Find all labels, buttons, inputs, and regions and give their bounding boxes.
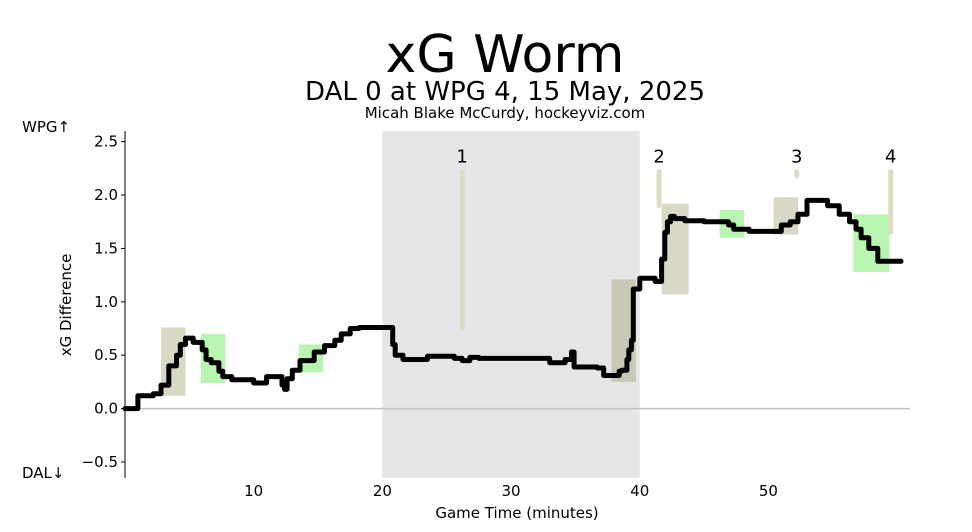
penalty-box-dal-7 xyxy=(773,197,799,235)
y-tick-label-6: 2.0 xyxy=(94,186,118,204)
y-axis-label: xG Difference xyxy=(57,254,75,357)
x-tick-label-1: 10 xyxy=(244,482,263,500)
y-tick-label-4: 1.0 xyxy=(94,293,118,311)
goal-label-2: 2 xyxy=(653,147,664,168)
y-tick-label-1: −0.5 xyxy=(82,453,118,471)
x-tick-label-5: 50 xyxy=(759,482,778,500)
x-tick-label-3: 30 xyxy=(502,482,521,500)
y-tick-label-2: 0.0 xyxy=(94,400,118,418)
second-period-shading xyxy=(382,131,640,478)
y-tick-label-5: 1.5 xyxy=(94,239,118,257)
chart-title: xG Worm xyxy=(386,25,625,85)
x-tick-label-4: 40 xyxy=(630,482,649,500)
x-axis-label: Game Time (minutes) xyxy=(435,504,598,522)
chart-credit: Micah Blake McCurdy, hockeyviz.com xyxy=(365,104,646,122)
bottom-team-label: DAL↓ xyxy=(22,464,64,482)
plot-area: 1 2 3 4 −0.5 0.0 0.5 1.0 1.5 2.0 2.5 10 20 30 40 50 xyxy=(82,131,910,500)
top-team-label: WPG↑ xyxy=(22,118,70,136)
xg-worm-line xyxy=(122,197,904,412)
chart-subtitle: DAL 0 at WPG 4, 15 May, 2025 xyxy=(305,77,705,107)
y-tick-label-3: 0.5 xyxy=(94,346,118,364)
goal-label-1: 1 xyxy=(456,147,467,168)
goal-label-4: 4 xyxy=(885,147,896,168)
y-tick-label-7: 2.5 xyxy=(94,133,118,151)
goal-label-3: 3 xyxy=(791,147,802,168)
x-tick-label-2: 20 xyxy=(373,482,392,500)
